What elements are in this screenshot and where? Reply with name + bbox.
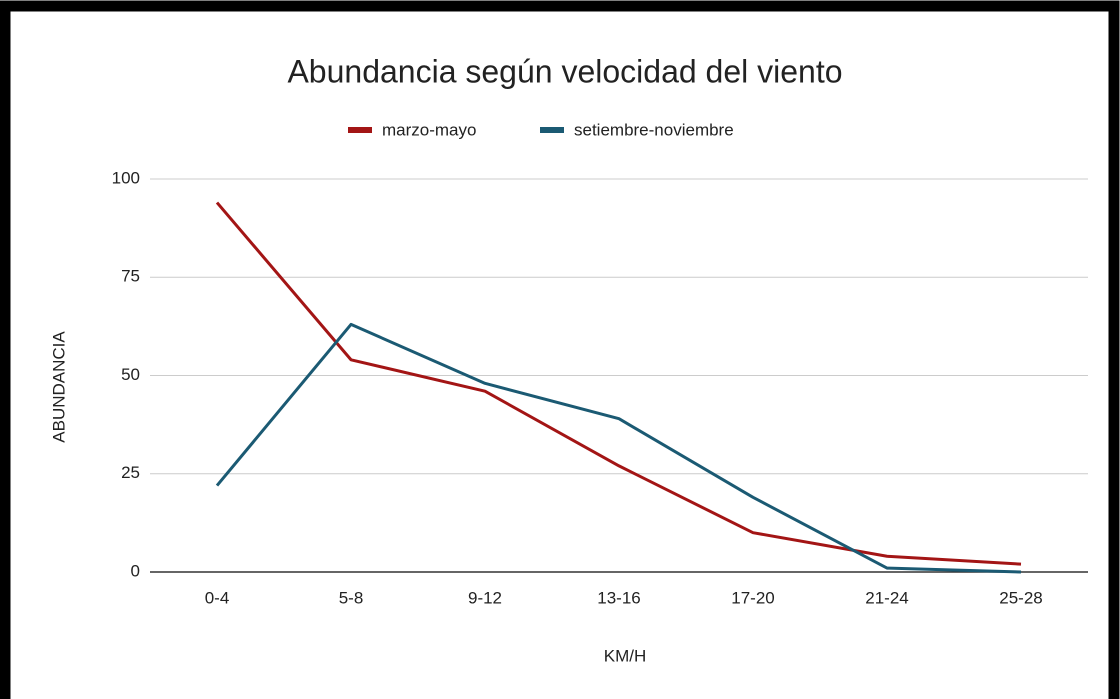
line-series — [215, 201, 1022, 566]
line-series — [215, 322, 1022, 574]
legend-label: setiembre-noviembre — [574, 120, 734, 139]
y-tick-label: 25 — [121, 463, 140, 482]
y-tick-label: 50 — [121, 365, 140, 384]
legend-label: marzo-mayo — [382, 120, 476, 139]
x-tick-label: 21-24 — [865, 588, 908, 607]
x-tick-label: 9-12 — [468, 588, 502, 607]
y-tick-label: 75 — [121, 267, 140, 286]
y-tick-label: 100 — [112, 168, 140, 187]
x-tick-label: 0-4 — [205, 588, 230, 607]
x-axis-label: KM/H — [604, 646, 647, 665]
x-tick-label: 17-20 — [731, 588, 774, 607]
x-tick-label: 13-16 — [597, 588, 640, 607]
y-tick-label: 0 — [131, 561, 140, 580]
y-axis-label: ABUNDANCIA — [49, 331, 68, 443]
x-tick-label: 5-8 — [339, 588, 364, 607]
chart-title: Abundancia según velocidad del viento — [287, 53, 842, 89]
x-tick-label: 25-28 — [999, 588, 1042, 607]
